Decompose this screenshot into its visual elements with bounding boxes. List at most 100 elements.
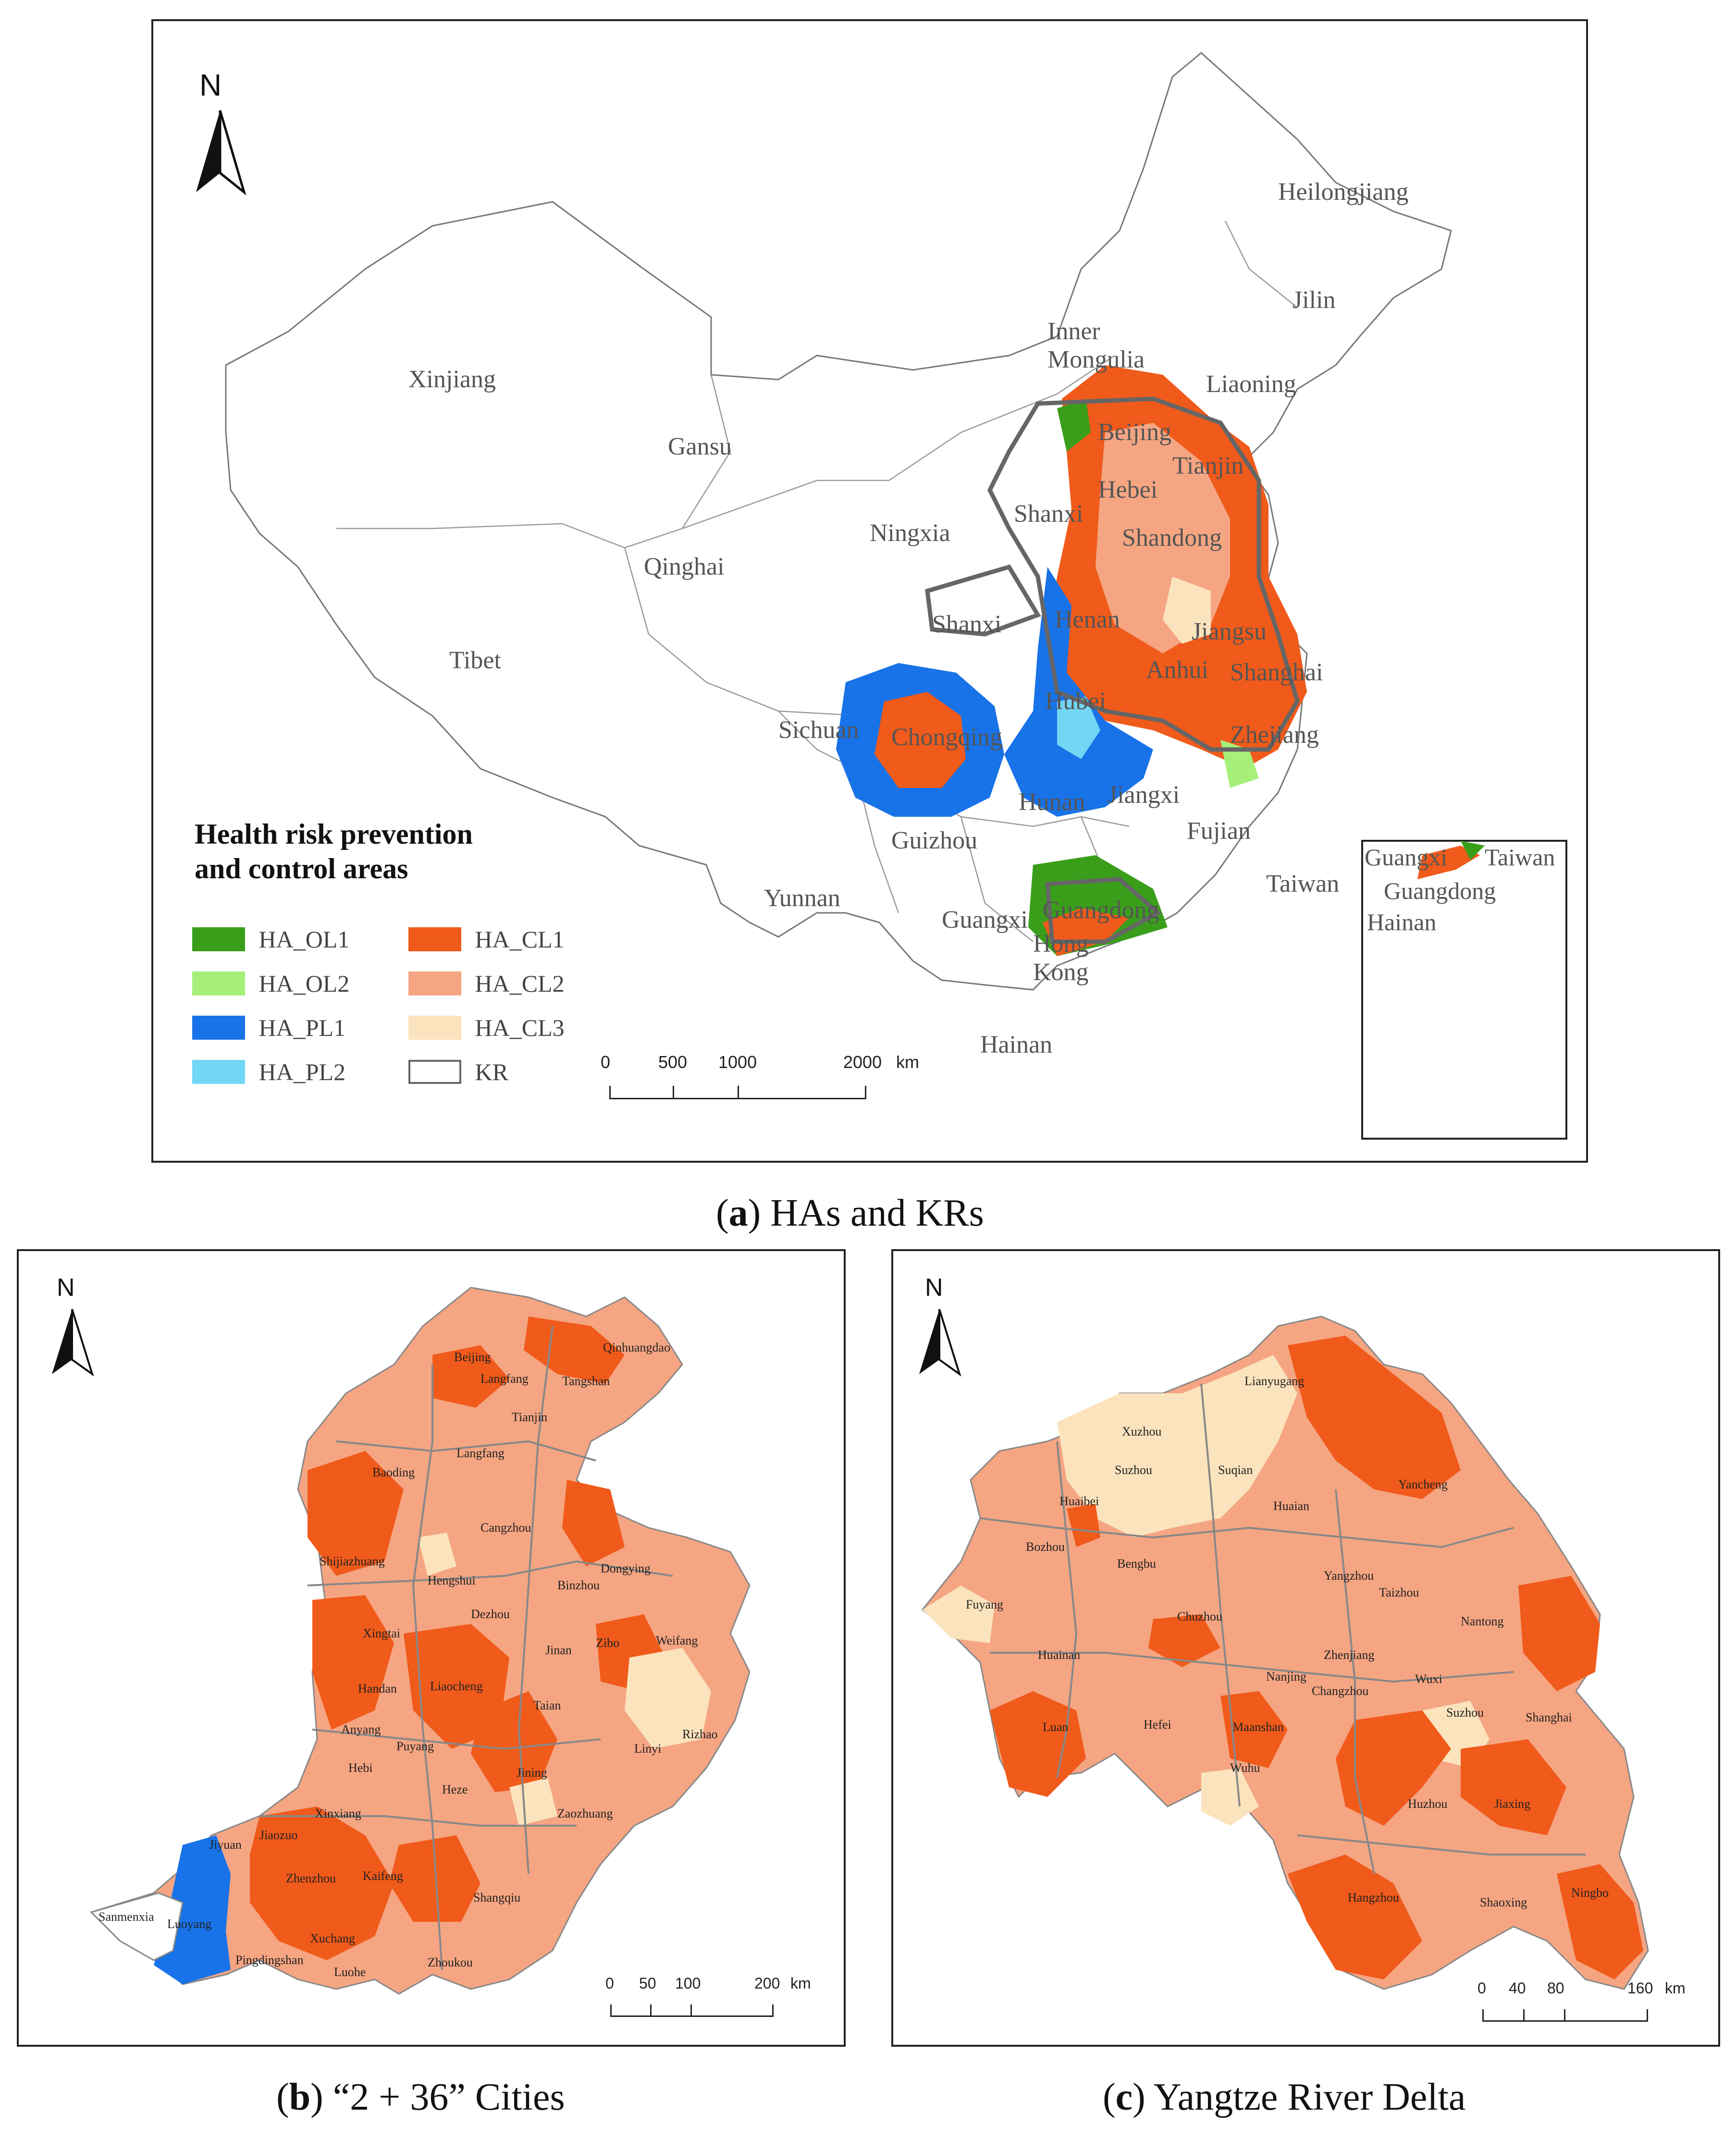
label-shanghai: Shanghai bbox=[1230, 659, 1323, 686]
legend-label: HA_PL2 bbox=[259, 1058, 346, 1085]
city-label: Jiyuan bbox=[209, 1838, 242, 1852]
legend-item-ha-pl1: HA_PL1 bbox=[192, 1011, 345, 1042]
legend-title: Health risk prevention and control areas bbox=[195, 817, 473, 886]
inset-label-taiwan: Taiwan bbox=[1485, 844, 1555, 871]
city-label: Hebi bbox=[348, 1761, 373, 1775]
city-label: Jining bbox=[517, 1766, 547, 1780]
scale-tick-label: 1000 bbox=[718, 1052, 757, 1072]
legend-label: KR bbox=[475, 1058, 508, 1085]
inset-label-guangxi: Guangxi bbox=[1365, 844, 1448, 871]
city-label: Baoding bbox=[372, 1465, 415, 1479]
city-label: Nantong bbox=[1461, 1614, 1504, 1628]
scale-tick-label: 100 bbox=[675, 1975, 701, 1992]
c-cl1-patches bbox=[990, 1336, 1643, 1979]
city-label: Yangzhou bbox=[1324, 1569, 1374, 1583]
city-label: Suzhou bbox=[1115, 1463, 1152, 1477]
scale-unit: km bbox=[1665, 1979, 1686, 1997]
city-label: Jiaozuo bbox=[259, 1828, 298, 1842]
city-label: Huzhou bbox=[1408, 1797, 1448, 1811]
legend-label: HA_CL1 bbox=[475, 925, 565, 953]
city-label: Zhoukou bbox=[428, 1955, 473, 1969]
city-label: Kaifeng bbox=[363, 1869, 403, 1883]
legend-item-ha-ol2: HA_OL2 bbox=[192, 967, 349, 997]
scale-tick-label: 50 bbox=[639, 1975, 656, 1992]
city-label: Luoyang bbox=[167, 1917, 212, 1931]
city-label: Cangzhou bbox=[480, 1521, 531, 1535]
label-beijing: Beijing bbox=[1098, 418, 1172, 446]
city-label: Luan bbox=[1043, 1720, 1069, 1734]
city-label: Wuhu bbox=[1230, 1761, 1260, 1775]
caption-a: (a) HAs and KRs bbox=[716, 1192, 984, 1234]
legend-item-ha-pl2: HA_PL2 bbox=[192, 1055, 345, 1086]
legend-label: HA_CL2 bbox=[475, 970, 565, 997]
city-label: Tangshan bbox=[562, 1374, 610, 1388]
scale-tick-label: 160 bbox=[1627, 1979, 1653, 1997]
city-label: Changzhou bbox=[1312, 1684, 1369, 1698]
legend-item-ha-ol1: HA_OL1 bbox=[192, 922, 349, 953]
ha-ol2-east bbox=[1220, 740, 1259, 788]
city-label: Fuyang bbox=[966, 1597, 1003, 1611]
legend-title-line-2: and control areas bbox=[195, 853, 408, 885]
city-label: Puyang bbox=[396, 1739, 434, 1753]
north-label-b: N bbox=[57, 1274, 75, 1302]
ha-cl3-north bbox=[1163, 577, 1211, 644]
north-arrow-icon bbox=[52, 1309, 94, 1377]
label-liaoning: Liaoning bbox=[1206, 370, 1296, 398]
b-boundaries bbox=[259, 1326, 673, 1970]
city-label: Handan bbox=[358, 1682, 397, 1696]
legend-swatch bbox=[408, 971, 461, 995]
city-label: Maanshan bbox=[1232, 1720, 1284, 1734]
city-label: Huaian bbox=[1273, 1499, 1310, 1513]
city-label: Liaocheng bbox=[430, 1679, 483, 1693]
city-label: Huaibei bbox=[1059, 1494, 1099, 1508]
label-jiangxi: Jiangxi bbox=[1108, 781, 1180, 809]
north-label-c: N bbox=[925, 1274, 943, 1302]
city-label: Hengshui bbox=[428, 1573, 476, 1587]
ha-cl1-guangdong bbox=[1043, 908, 1129, 956]
city-label: Zibo bbox=[596, 1636, 620, 1650]
kr-outlines bbox=[925, 396, 1300, 944]
legend-item-ha-cl2: HA_CL2 bbox=[408, 967, 565, 997]
scale-tick bbox=[609, 1086, 611, 1099]
city-label: Suzhou bbox=[1446, 1706, 1484, 1720]
city-label: Xingtai bbox=[363, 1626, 400, 1640]
city-label: Shijiazhuang bbox=[320, 1554, 385, 1568]
city-label: Bengbu bbox=[1117, 1557, 1156, 1571]
city-label: Suqian bbox=[1218, 1463, 1253, 1477]
legend-label: HA_PL1 bbox=[259, 1014, 346, 1041]
city-label: Anyang bbox=[341, 1722, 381, 1736]
city-label: Dezhou bbox=[471, 1607, 510, 1621]
inset-label-guangdong: Guangdong bbox=[1384, 877, 1496, 904]
city-label: Binzhou bbox=[557, 1578, 600, 1592]
city-label: Tianjin bbox=[512, 1410, 548, 1424]
city-label: Dongying bbox=[601, 1561, 651, 1575]
hazard-areas bbox=[836, 365, 1307, 956]
city-label: Linyi bbox=[634, 1742, 662, 1756]
city-label: Nanjing bbox=[1266, 1670, 1306, 1683]
label-hunan: Hunan bbox=[1019, 788, 1085, 816]
label-fujian: Fujian bbox=[1187, 817, 1251, 845]
city-label: Shaoxing bbox=[1480, 1895, 1527, 1909]
legend-item-ha-cl1: HA_CL1 bbox=[408, 922, 565, 953]
scale-tick-label: 80 bbox=[1547, 1979, 1564, 1997]
city-label: Luohe bbox=[334, 1965, 366, 1979]
city-label: Jiaxing bbox=[1494, 1797, 1531, 1811]
scale-unit: km bbox=[896, 1052, 919, 1072]
city-label: Beijing bbox=[454, 1350, 491, 1364]
city-label: Heze bbox=[442, 1782, 468, 1796]
city-label: Bozhou bbox=[1026, 1540, 1065, 1554]
b-white-patch bbox=[90, 1892, 184, 1961]
city-label: Taian bbox=[533, 1698, 561, 1712]
city-label: Rizhao bbox=[682, 1727, 718, 1741]
legend: HA_OL1 HA_OL2 HA_PL1 HA_PL2 HA_CL1 HA_CL… bbox=[192, 922, 605, 1095]
city-label: Lianyugang bbox=[1244, 1374, 1305, 1388]
city-label: Ningbo bbox=[1571, 1886, 1609, 1900]
scale-tick-label: 40 bbox=[1509, 1979, 1526, 1997]
label-hong-kong: Hong Kong bbox=[1033, 930, 1089, 986]
label-qinghai: Qinghai bbox=[644, 553, 725, 580]
legend-swatch bbox=[192, 927, 245, 951]
scale-tick bbox=[1523, 2009, 1525, 2022]
label-gansu: Gansu bbox=[668, 433, 732, 460]
scale-unit: km bbox=[790, 1975, 811, 1992]
